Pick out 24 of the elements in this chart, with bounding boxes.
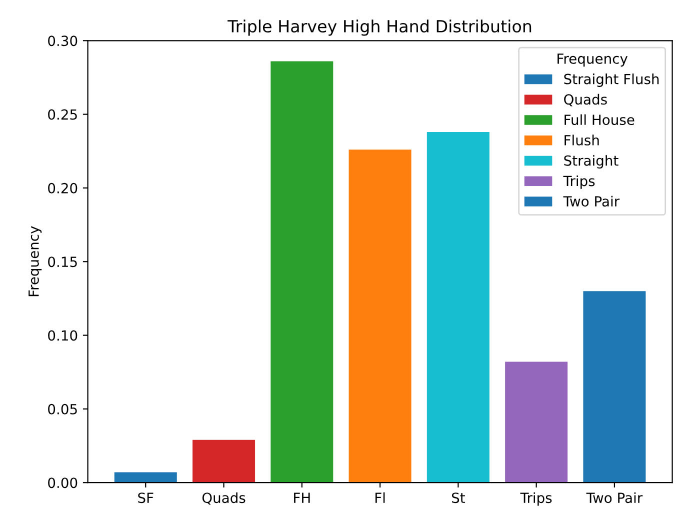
legend-label: Flush [564,134,599,146]
legend-label: Straight [564,155,618,169]
x-tick-label: Two Pair [586,492,643,504]
y-tick-label: 0.15 [48,256,77,268]
y-axis-title: Frequency [28,226,42,296]
x-tick-label: Trips [520,492,552,506]
legend-label: Full House [564,114,634,126]
x-tick-label: Fl [375,492,385,503]
legend-title: Frequency [558,54,628,67]
y-tick-label: 0.20 [48,182,78,194]
y-tick-label: 0.30 [48,36,78,46]
chart-title: Triple Harvey High Hand Distribution [228,20,532,36]
legend-label: Trips [563,175,595,189]
legend-label: Quads [564,94,607,106]
legend-label: Straight Flush [564,74,659,87]
x-tick-label: SF [138,492,154,504]
x-tick-label: St [452,492,465,504]
x-tick-label: FH [294,492,310,503]
y-tick-label: 0.25 [48,109,77,120]
legend-label: Two Pair [563,196,620,207]
y-tick-label: 0.00 [48,478,78,488]
y-tick-label: 0.10 [48,330,78,341]
y-tick-label: 0.05 [48,404,77,414]
x-tick-label: Quads [202,492,246,505]
